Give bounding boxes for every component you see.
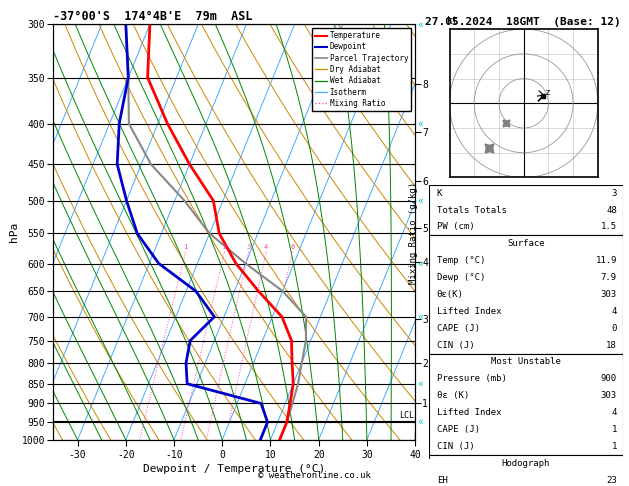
Text: 7.9: 7.9 — [601, 273, 617, 282]
Text: Dewp (°C): Dewp (°C) — [437, 273, 485, 282]
Text: PW (cm): PW (cm) — [437, 223, 474, 231]
Text: LCL: LCL — [399, 411, 414, 420]
Text: 18: 18 — [606, 341, 617, 349]
Text: 1: 1 — [611, 425, 617, 434]
Text: -37°00'S  174°4B'E  79m  ASL: -37°00'S 174°4B'E 79m ASL — [53, 10, 253, 23]
X-axis label: Dewpoint / Temperature (°C): Dewpoint / Temperature (°C) — [143, 465, 325, 474]
Text: 23: 23 — [606, 476, 617, 485]
Text: 900: 900 — [601, 374, 617, 383]
Text: 1.5: 1.5 — [601, 223, 617, 231]
Text: Temp (°C): Temp (°C) — [437, 256, 485, 265]
Text: © weatheronline.co.uk: © weatheronline.co.uk — [258, 471, 371, 480]
Text: «: « — [418, 417, 423, 427]
Text: Most Unstable: Most Unstable — [491, 358, 561, 366]
Text: 1: 1 — [184, 244, 187, 250]
Text: z: z — [546, 87, 550, 97]
Text: 0: 0 — [611, 324, 617, 333]
Text: Pressure (mb): Pressure (mb) — [437, 374, 506, 383]
Text: θε (K): θε (K) — [437, 391, 469, 400]
Text: CAPE (J): CAPE (J) — [437, 324, 480, 333]
Text: 303: 303 — [601, 290, 617, 299]
Y-axis label: km
ASL: km ASL — [431, 223, 452, 241]
Text: 11.9: 11.9 — [596, 256, 617, 265]
Text: 48: 48 — [606, 206, 617, 214]
Text: EH: EH — [437, 476, 447, 485]
Text: 303: 303 — [601, 391, 617, 400]
Text: kt: kt — [447, 16, 459, 26]
Bar — [429, 353, 623, 455]
Text: «: « — [418, 119, 423, 129]
Text: 4: 4 — [611, 408, 617, 417]
Y-axis label: hPa: hPa — [9, 222, 19, 242]
Text: Mixing Ratio (g/kg): Mixing Ratio (g/kg) — [409, 182, 418, 284]
Text: «: « — [418, 312, 423, 322]
Text: Hodograph: Hodograph — [502, 459, 550, 468]
Bar — [429, 185, 623, 235]
Text: «: « — [418, 259, 423, 269]
Text: CAPE (J): CAPE (J) — [437, 425, 480, 434]
Bar — [429, 455, 623, 486]
Text: 1: 1 — [611, 442, 617, 451]
Text: «: « — [418, 195, 423, 206]
Text: 27.05.2024  18GMT  (Base: 12): 27.05.2024 18GMT (Base: 12) — [425, 17, 620, 27]
Text: 3: 3 — [247, 244, 251, 250]
Text: 4: 4 — [264, 244, 269, 250]
Text: K: K — [437, 189, 442, 198]
Text: 4: 4 — [611, 307, 617, 316]
Text: Lifted Index: Lifted Index — [437, 408, 501, 417]
Text: «: « — [418, 379, 423, 389]
Text: 6: 6 — [290, 244, 294, 250]
Text: Lifted Index: Lifted Index — [437, 307, 501, 316]
Bar — [429, 235, 623, 353]
Text: Totals Totals: Totals Totals — [437, 206, 506, 214]
Text: CIN (J): CIN (J) — [437, 341, 474, 349]
Text: CIN (J): CIN (J) — [437, 442, 474, 451]
Text: θε(K): θε(K) — [437, 290, 464, 299]
Text: «: « — [418, 19, 423, 29]
Legend: Temperature, Dewpoint, Parcel Trajectory, Dry Adiabat, Wet Adiabat, Isotherm, Mi: Temperature, Dewpoint, Parcel Trajectory… — [312, 28, 411, 111]
Text: Surface: Surface — [507, 239, 545, 248]
Text: 2: 2 — [223, 244, 226, 250]
Text: 3: 3 — [611, 189, 617, 198]
